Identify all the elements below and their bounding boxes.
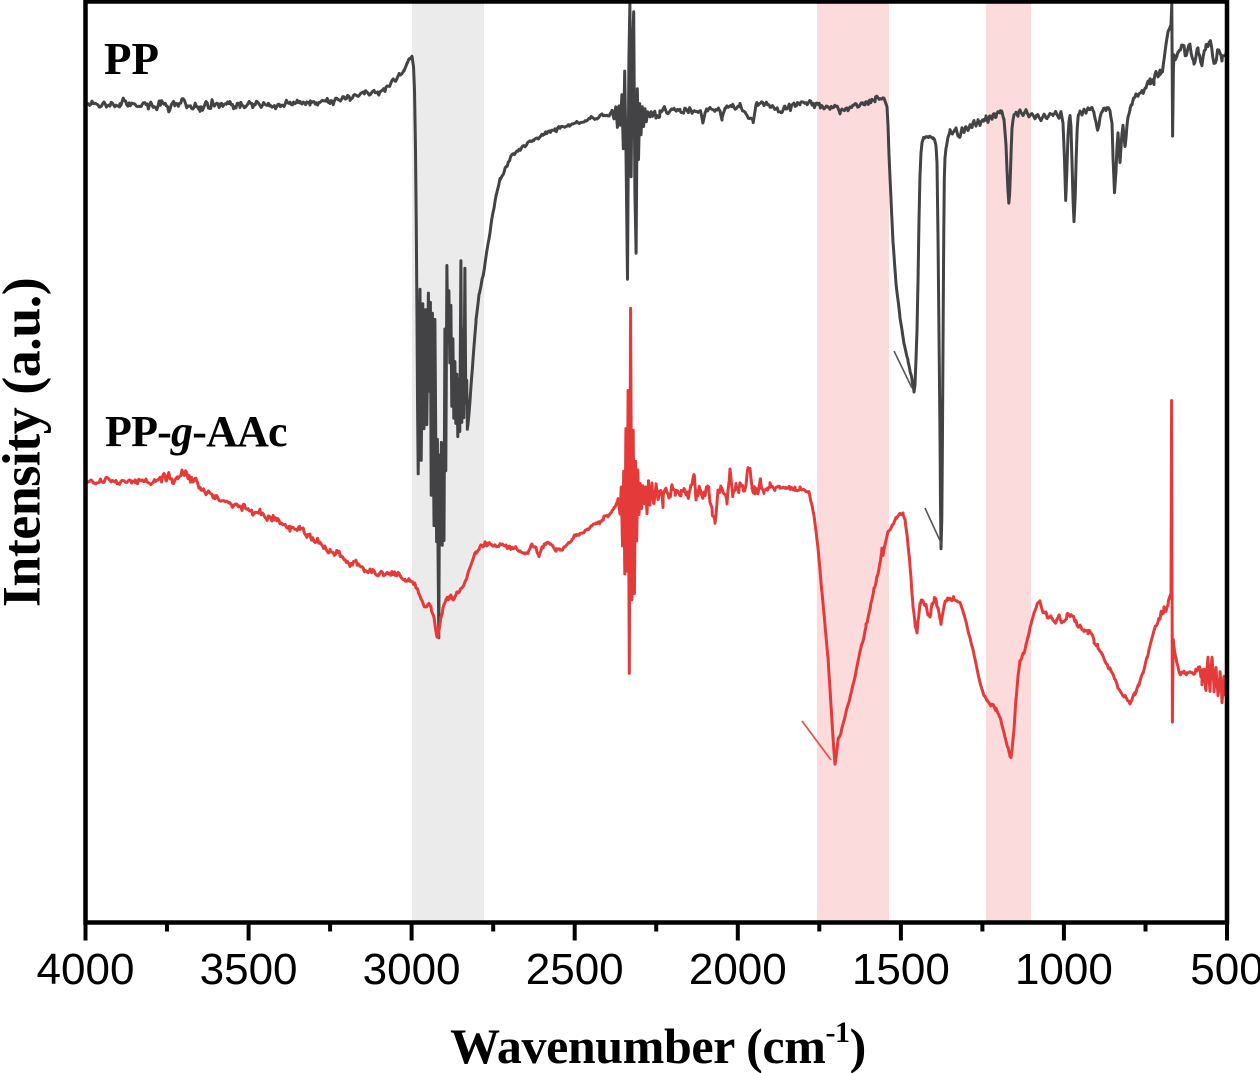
svg-text:2000: 2000 [689, 945, 787, 994]
svg-text:Wavenumber (cm-1): Wavenumber (cm-1) [450, 1016, 866, 1073]
svg-text:PP-g-AAc: PP-g-AAc [105, 407, 287, 456]
svg-text:PP: PP [104, 34, 159, 84]
svg-text:3000: 3000 [363, 945, 461, 994]
svg-text:4000: 4000 [37, 945, 135, 994]
svg-text:1500: 1500 [852, 945, 950, 994]
svg-text:500: 500 [1190, 945, 1260, 994]
svg-text:Intensity (a.u.): Intensity (a.u.) [0, 278, 52, 608]
svg-text:1000: 1000 [1015, 945, 1113, 994]
svg-text:3500: 3500 [200, 945, 298, 994]
svg-text:2500: 2500 [526, 945, 624, 994]
